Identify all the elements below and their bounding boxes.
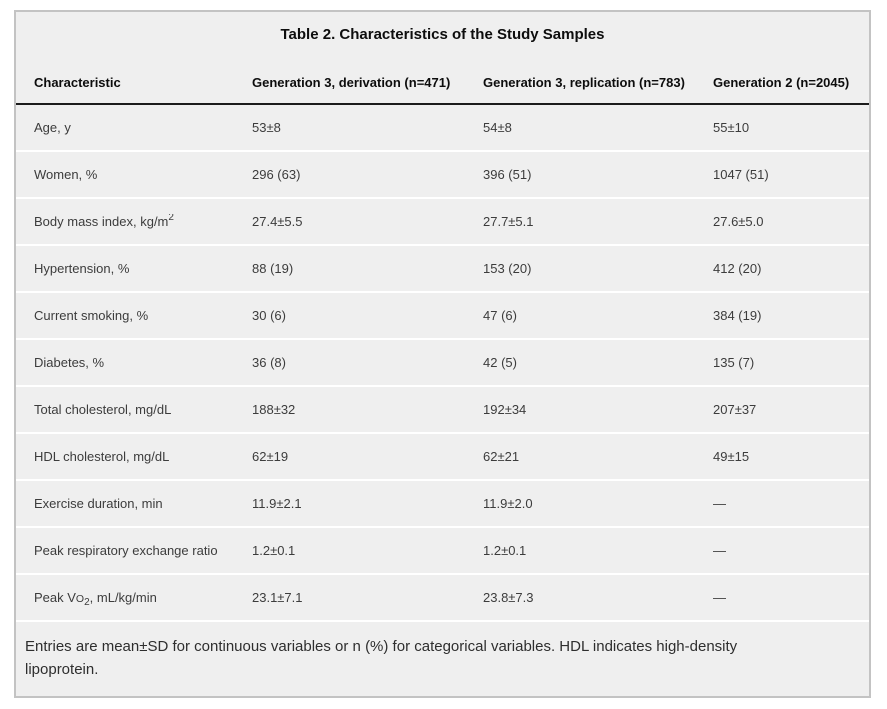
row-label: Peak respiratory exchange ratio: [16, 543, 252, 558]
row-label-text: Peak respiratory exchange ratio: [34, 543, 218, 558]
row-label-text: Exercise duration, min: [34, 496, 163, 511]
table-row: Diabetes, % 36 (8) 42 (5) 135 (7): [16, 340, 869, 387]
row-value: 384 (19): [713, 308, 762, 323]
row-label: Exercise duration, min: [16, 496, 252, 511]
table-row: Exercise duration, min 11.9±2.1 11.9±2.0 —: [16, 481, 869, 528]
row-value: 11.9±2.1: [252, 496, 302, 511]
study-table-card: Table 2. Characteristics of the Study Sa…: [14, 10, 871, 698]
table-title: Table 2. Characteristics of the Study Sa…: [280, 26, 605, 43]
row-label-sub: 2: [84, 597, 90, 606]
row-value: 27.4±5.5: [252, 214, 303, 229]
row-label-text: HDL cholesterol, mg/dL: [34, 449, 170, 464]
row-label-text: , mL/kg/min: [89, 590, 157, 605]
row-value: 27.6±5.0: [713, 214, 764, 229]
row-value: 55±10: [713, 120, 750, 135]
table-header-row: Characteristic Generation 3, derivation (…: [16, 62, 869, 105]
row-value: 188±32: [252, 402, 296, 417]
row-value: 207±37: [713, 402, 757, 417]
column-header: Generation 3, replication (n=783): [483, 75, 685, 90]
row-value: 88 (19): [252, 261, 294, 276]
row-value: —: [713, 496, 726, 511]
row-value: 30 (6): [252, 308, 286, 323]
row-label: Hypertension, %: [16, 261, 252, 276]
row-value: 49±15: [713, 449, 750, 464]
table-row: Current smoking, % 30 (6) 47 (6) 384 (19): [16, 293, 869, 340]
row-label-text: Hypertension, %: [34, 261, 130, 276]
row-value: 54±8: [483, 120, 512, 135]
row-label-text: Women, %: [34, 167, 98, 182]
row-label-text: Age, y: [34, 120, 71, 135]
row-label: Diabetes, %: [16, 355, 252, 370]
row-value: 42 (5): [483, 355, 517, 370]
row-value: 192±34: [483, 402, 527, 417]
row-value: 1047 (51): [713, 167, 769, 182]
row-value: 36 (8): [252, 355, 286, 370]
row-value: 11.9±2.0: [483, 496, 533, 511]
row-value: 62±21: [483, 449, 520, 464]
row-value: 23.1±7.1: [252, 590, 303, 605]
row-label: Age, y: [16, 120, 252, 135]
row-value: 62±19: [252, 449, 289, 464]
row-value: 53±8: [252, 120, 281, 135]
row-label-text: Current smoking, %: [34, 308, 149, 323]
row-label: Current smoking, %: [16, 308, 252, 323]
row-value: —: [713, 590, 726, 605]
column-header: Generation 2 (n=2045): [713, 75, 850, 90]
row-label-sup: 2: [168, 214, 174, 223]
row-value: 135 (7): [713, 355, 755, 370]
row-value: 27.7±5.1: [483, 214, 534, 229]
row-label: Total cholesterol, mg/dL: [16, 402, 252, 417]
row-label-text: Body mass index, kg/m: [34, 214, 169, 229]
table-row: HDL cholesterol, mg/dL 62±19 62±21 49±15: [16, 434, 869, 481]
table-row: Total cholesterol, mg/dL 188±32 192±34 207±…: [16, 387, 869, 434]
table-body: Age, y 53±8 54±8 55±10 Women, % 296 (63) 396 (…: [16, 105, 869, 622]
row-value: 412 (20): [713, 261, 762, 276]
row-label-text: Total cholesterol, mg/dL: [34, 402, 172, 417]
table-footnote: Entries are mean±SD for continuous varia…: [25, 638, 738, 679]
table-row: Hypertension, % 88 (19) 153 (20) 412 (20): [16, 246, 869, 293]
row-label: Body mass index, kg/m2: [16, 214, 252, 229]
row-value: 1.2±0.1: [483, 543, 527, 558]
table-row: Women, % 296 (63) 396 (51) 1047 (51): [16, 152, 869, 199]
row-value: 1.2±0.1: [252, 543, 296, 558]
row-value: 153 (20): [483, 261, 532, 276]
row-value: 23.8±7.3: [483, 590, 534, 605]
row-value: —: [713, 543, 726, 558]
row-label-text: Diabetes, %: [34, 355, 105, 370]
row-value: 296 (63): [252, 167, 301, 182]
table-row: Body mass index, kg/m2 27.4±5.5 27.7±5.1 27…: [16, 199, 869, 246]
row-label-text: Peak V: [34, 590, 76, 605]
column-header: Characteristic: [34, 75, 121, 90]
table-row: Peak respiratory exchange ratio 1.2±0.1 1.…: [16, 528, 869, 575]
table-row: Age, y 53±8 54±8 55±10: [16, 105, 869, 152]
table-row: Peak Vo2, mL/kg/min 23.1±7.1 23.8±7.3—: [16, 575, 869, 622]
column-header: Generation 3, derivation (n=471): [252, 75, 451, 90]
row-label-smallcap: o: [75, 593, 85, 605]
row-label: HDL cholesterol, mg/dL: [16, 449, 252, 464]
row-label: Women, %: [16, 167, 252, 182]
row-value: 396 (51): [483, 167, 532, 182]
row-label: Peak Vo2, mL/kg/min: [16, 590, 252, 605]
row-value: 47 (6): [483, 308, 517, 323]
